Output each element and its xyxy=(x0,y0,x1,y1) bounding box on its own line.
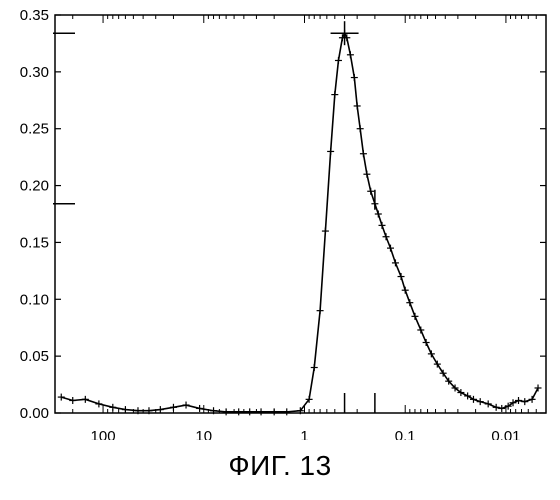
y-tick-label: 0.35 xyxy=(20,7,49,24)
data-point xyxy=(378,222,385,229)
data-point xyxy=(498,405,505,412)
data-point xyxy=(398,273,405,280)
data-point xyxy=(258,408,265,415)
data-point xyxy=(109,404,116,411)
data-point xyxy=(392,259,399,266)
data-point xyxy=(170,404,177,411)
y-tick-label: 0.00 xyxy=(20,405,49,422)
y-axis-ticks: 0.00 0.05 0.10 0.15 0.20 0.25 0.30 0.35 xyxy=(20,7,546,422)
data-point xyxy=(196,405,203,412)
data-point xyxy=(428,350,435,357)
y-tick-label: 0.15 xyxy=(20,234,49,251)
figure-caption: ФИГ. 13 xyxy=(0,450,560,482)
data-point xyxy=(375,211,382,218)
data-point xyxy=(363,171,370,178)
data-point xyxy=(283,408,290,415)
x-tick-label: 100 xyxy=(91,428,116,440)
data-point xyxy=(383,233,390,240)
data-point xyxy=(529,396,536,403)
x-axis-ticks: 100 10 1 0.1 0.01 xyxy=(55,15,546,440)
x-tick-label: 10 xyxy=(195,428,212,440)
data-point xyxy=(387,245,394,252)
data-point xyxy=(371,200,378,207)
data-point xyxy=(406,299,413,306)
data-point xyxy=(246,408,253,415)
data-point xyxy=(354,102,361,109)
data-point xyxy=(69,397,76,404)
data-point xyxy=(157,406,164,413)
data-point xyxy=(357,125,364,132)
data-point xyxy=(82,396,89,403)
x-tick-label: 0.1 xyxy=(395,428,416,440)
data-point xyxy=(183,402,190,409)
data-points xyxy=(58,30,542,416)
data-point xyxy=(95,400,102,407)
plot-frame xyxy=(55,15,546,413)
data-point xyxy=(327,148,334,155)
data-point xyxy=(122,406,129,413)
data-point xyxy=(331,91,338,98)
data-point xyxy=(360,150,367,157)
y-tick-label: 0.10 xyxy=(20,291,49,308)
y-tick-label: 0.25 xyxy=(20,121,49,138)
data-point xyxy=(271,408,278,415)
data-point xyxy=(317,307,324,314)
data-point xyxy=(464,392,471,399)
x-tick-label: 1 xyxy=(300,428,308,440)
data-point xyxy=(347,51,354,58)
y-tick-label: 0.30 xyxy=(20,64,49,81)
data-point xyxy=(493,404,500,411)
data-point xyxy=(402,287,409,294)
data-point xyxy=(235,408,242,415)
y-tick-label: 0.20 xyxy=(20,178,49,195)
data-point xyxy=(311,364,318,371)
data-point xyxy=(335,57,342,64)
data-point xyxy=(411,313,418,320)
data-point xyxy=(485,400,492,407)
data-point xyxy=(521,398,528,405)
data-point xyxy=(351,74,358,81)
data-point xyxy=(470,396,477,403)
x-tick-label: 0.01 xyxy=(491,428,520,440)
data-point xyxy=(58,394,65,401)
data-point xyxy=(423,339,430,346)
data-point xyxy=(477,398,484,405)
chart: 0.000.050.100.150.200.250.300.35 1001010… xyxy=(0,0,560,440)
data-point xyxy=(322,228,329,235)
y-tick-label: 0.05 xyxy=(20,348,49,365)
data-point xyxy=(223,408,230,415)
data-point xyxy=(367,188,374,195)
data-point xyxy=(535,384,542,391)
data-point xyxy=(417,326,424,333)
data-curve xyxy=(61,33,538,412)
